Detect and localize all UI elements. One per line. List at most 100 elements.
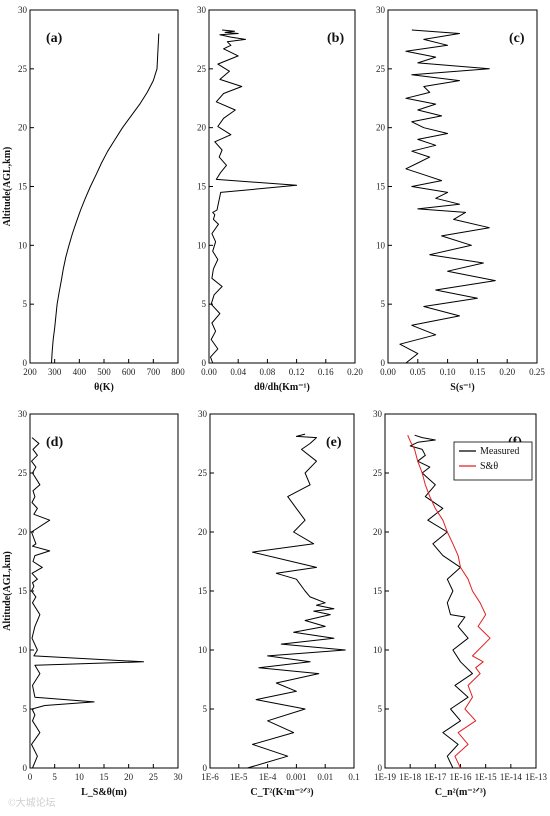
x-tick-label: 0.10: [440, 367, 456, 377]
x-tick-label: 700: [147, 367, 161, 377]
panels-group: 200 300 400 500 600 700 800051015202530θ(K)Alt…: [2, 5, 547, 798]
y-tick-label: 25: [197, 64, 207, 74]
x-tick-label: 600: [122, 367, 136, 377]
x-tick-label: 0.08: [260, 367, 276, 377]
y-axis-label: Altitude(AGL,km): [2, 147, 13, 227]
x-tick-label: 300: [48, 367, 62, 377]
panel-f: 1E-19 1E-18 1E-17 1E-16 1E-15 1E-14 1E-13 0 5 10 1…: [373, 409, 547, 798]
y-tick-label: 25: [198, 468, 208, 478]
y-tick-label: 5: [202, 299, 207, 309]
panel-label: (d): [46, 435, 63, 450]
panel-frame: [29, 413, 179, 769]
y-tick-label: 10: [373, 645, 383, 655]
series-line: [31, 437, 144, 769]
x-axis-label: L_S&θ(m): [81, 787, 127, 798]
panel-a: 200 300 400 500 600 700 800 0 5 10 15 20 25 30 θ(K) Alt…: [2, 5, 185, 393]
y-tick-label: 0: [23, 763, 28, 773]
x-tick-label: 30: [174, 772, 184, 782]
y-tick-label: 15: [197, 182, 207, 192]
y-tick-label: 25: [373, 468, 383, 478]
x-tick-label: 0.20: [499, 367, 515, 377]
x-tick-label: 10: [75, 772, 85, 782]
y-tick-label: 0: [378, 763, 383, 773]
y-tick-label: 15: [18, 182, 28, 192]
y-tick-label: 20: [18, 527, 28, 537]
watermark-text: ©大城论坛: [8, 796, 56, 809]
y-tick-label: 20: [18, 123, 28, 133]
x-tick-label: 0.15: [470, 367, 486, 377]
y-tick-label: 30: [197, 5, 207, 15]
series-line: [399, 29, 496, 364]
x-tick-label: 0.12: [289, 367, 305, 377]
series-line: [210, 29, 298, 364]
x-tick-label: 800: [171, 367, 185, 377]
x-tick-label: 200: [23, 367, 37, 377]
y-tick-label: 10: [18, 645, 28, 655]
x-tick-label: 0.1: [348, 772, 359, 782]
y-tick-label: 25: [18, 64, 28, 74]
x-tick-label: 1E-14: [500, 772, 522, 782]
x-tick-label: 0.04: [230, 367, 246, 377]
y-tick-label: 10: [18, 240, 28, 250]
x-tick-label: 0.20: [347, 367, 363, 377]
x-tick-label: 0: [28, 772, 33, 782]
panel-label: (a): [46, 31, 63, 46]
panel-label: (b): [327, 31, 344, 46]
x-tick-label: 1E-16: [450, 772, 472, 782]
panel-e: 1E-6 1E-5 1E-4 0.001 0.01 0.1 0 5 10 15 20 25 30 C_T²…: [198, 409, 360, 798]
x-axis-label: C_T²(K²m⁻²ᐟ³): [250, 787, 313, 798]
y-tick-label: 15: [18, 586, 28, 596]
x-tick-label: 25: [149, 772, 159, 782]
x-tick-label: 0.00: [201, 367, 217, 377]
x-tick-label: 1E-5: [230, 772, 248, 782]
y-tick-label: 30: [376, 5, 386, 15]
y-tick-label: 0: [23, 358, 28, 368]
y-tick-label: 5: [23, 704, 28, 714]
panel-b: 0.00 0.04 0.08 0.12 0.16 0.20 0 5 10 15 20 25 30 dθ/d…: [197, 5, 363, 393]
x-tick-label: 0.001: [286, 772, 306, 782]
panel-c: 0.00 0.05 0.10 0.15 0.20 0.25 0 5 10 15 20 25 30 S(s⁻…: [376, 5, 545, 393]
x-tick-label: 5: [52, 772, 57, 782]
panel-label: (e): [326, 435, 342, 450]
y-tick-label: 20: [376, 123, 386, 133]
y-tick-label: 30: [373, 409, 383, 419]
y-tick-label: 15: [373, 586, 383, 596]
y-tick-label: 30: [18, 5, 28, 15]
x-tick-label: 1E-15: [475, 772, 497, 782]
x-axis-label: θ(K): [94, 382, 114, 393]
y-tick-label: 5: [23, 299, 28, 309]
y-tick-label: 15: [198, 586, 208, 596]
series-line-s: [407, 435, 491, 769]
y-tick-label: 20: [197, 123, 207, 133]
panel-label: (c): [509, 31, 525, 46]
y-tick-label: 5: [203, 704, 208, 714]
x-tick-label: 1E-6: [201, 772, 219, 782]
x-tick-label: 0.01: [317, 772, 333, 782]
y-tick-label: 15: [376, 182, 386, 192]
x-tick-label: 0.16: [318, 367, 334, 377]
y-tick-label: 0: [203, 763, 208, 773]
x-tick-label: 20: [124, 772, 134, 782]
x-axis-label: S(s⁻¹): [450, 382, 474, 393]
x-axis-label: dθ/dh(Km⁻¹): [254, 382, 310, 393]
panel-d: 0 5 10 15 20 25 30 0 5 10 15 20 25 30 L_S&θ(m) Altitude…: [2, 409, 183, 798]
x-tick-label: 1E-17: [424, 772, 446, 782]
x-tick-label: 0.05: [410, 367, 426, 377]
x-tick-label: 1E-19: [374, 772, 396, 782]
y-tick-label: 5: [378, 704, 383, 714]
x-tick-label: 0.00: [380, 367, 396, 377]
panel-frame: [29, 9, 179, 364]
x-tick-label: 400: [73, 367, 87, 377]
series-line-measured: [409, 434, 473, 769]
y-tick-label: 10: [376, 240, 386, 250]
y-tick-label: 25: [376, 64, 386, 74]
y-tick-label: 30: [18, 409, 28, 419]
legend-entry: Measured: [480, 446, 519, 457]
x-tick-label: 1E-18: [399, 772, 421, 782]
legend-box: [453, 441, 533, 481]
y-tick-label: 0: [202, 358, 207, 368]
y-tick-label: 5: [381, 299, 386, 309]
y-tick-label: 20: [373, 527, 383, 537]
series-line: [51, 33, 160, 364]
panel-frame: [209, 413, 355, 769]
